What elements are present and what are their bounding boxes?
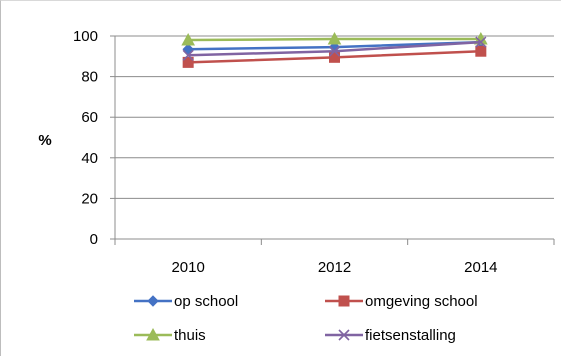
data-point-s3-0	[182, 49, 194, 61]
legend-marker-2	[146, 327, 160, 341]
y-tick-label: 20	[81, 190, 98, 207]
y-axis-label: %	[38, 132, 51, 149]
data-point-s2-1	[327, 32, 342, 45]
y-tick-label: 100	[73, 28, 98, 45]
legend-label: op school	[174, 293, 238, 310]
y-tick-label: 60	[81, 109, 98, 126]
data-point-s3-1	[328, 45, 341, 57]
data-point-s1-0	[182, 56, 194, 68]
data-point-s1-2	[475, 45, 487, 57]
x-tick-label: 2012	[318, 259, 351, 276]
legend-marker-1	[338, 295, 350, 307]
legend-label: thuis	[174, 327, 206, 344]
x-tick-label: 2014	[464, 259, 497, 276]
legend-label: fietsenstalling	[365, 327, 456, 344]
legend-label: omgeving school	[365, 293, 478, 310]
legend-marker-3	[338, 329, 350, 341]
x-tick-label: 2010	[171, 259, 204, 276]
data-point-s2-0	[181, 33, 196, 46]
y-tick-label: 40	[81, 150, 98, 167]
y-tick-label: 0	[90, 231, 98, 248]
y-tick-label: 80	[81, 69, 98, 86]
legend-marker-0	[147, 295, 159, 307]
data-point-s3-2	[475, 36, 487, 48]
